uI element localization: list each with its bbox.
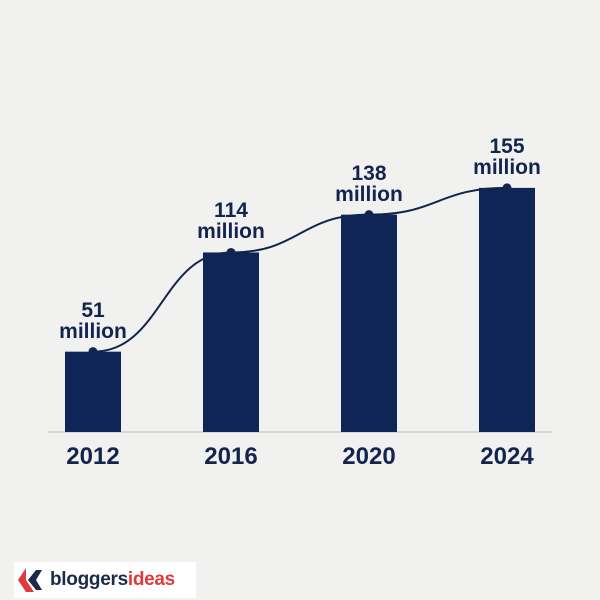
logo-accent: ideas	[127, 569, 175, 590]
data-label: 51 million	[59, 298, 127, 343]
bar	[203, 252, 259, 432]
bar	[479, 187, 535, 432]
bar	[341, 214, 397, 432]
logo[interactable]: bloggers ideas	[14, 562, 196, 598]
trend-line	[92, 186, 508, 353]
logo-icon	[18, 568, 42, 592]
bar	[65, 351, 121, 432]
trend-point	[226, 247, 236, 257]
data-label: 114 million	[197, 199, 265, 244]
trend-point	[88, 347, 98, 357]
x-tick-label: 2016	[204, 443, 258, 470]
x-tick-label: 2020	[342, 443, 396, 470]
logo-brand: bloggers	[50, 569, 128, 590]
trend-point	[364, 210, 374, 220]
trend-point	[502, 183, 512, 193]
data-label: 155 million	[473, 134, 541, 179]
x-tick-label: 2024	[480, 443, 534, 470]
x-tick-label: 2012	[66, 443, 120, 470]
data-label: 138 million	[335, 161, 403, 206]
